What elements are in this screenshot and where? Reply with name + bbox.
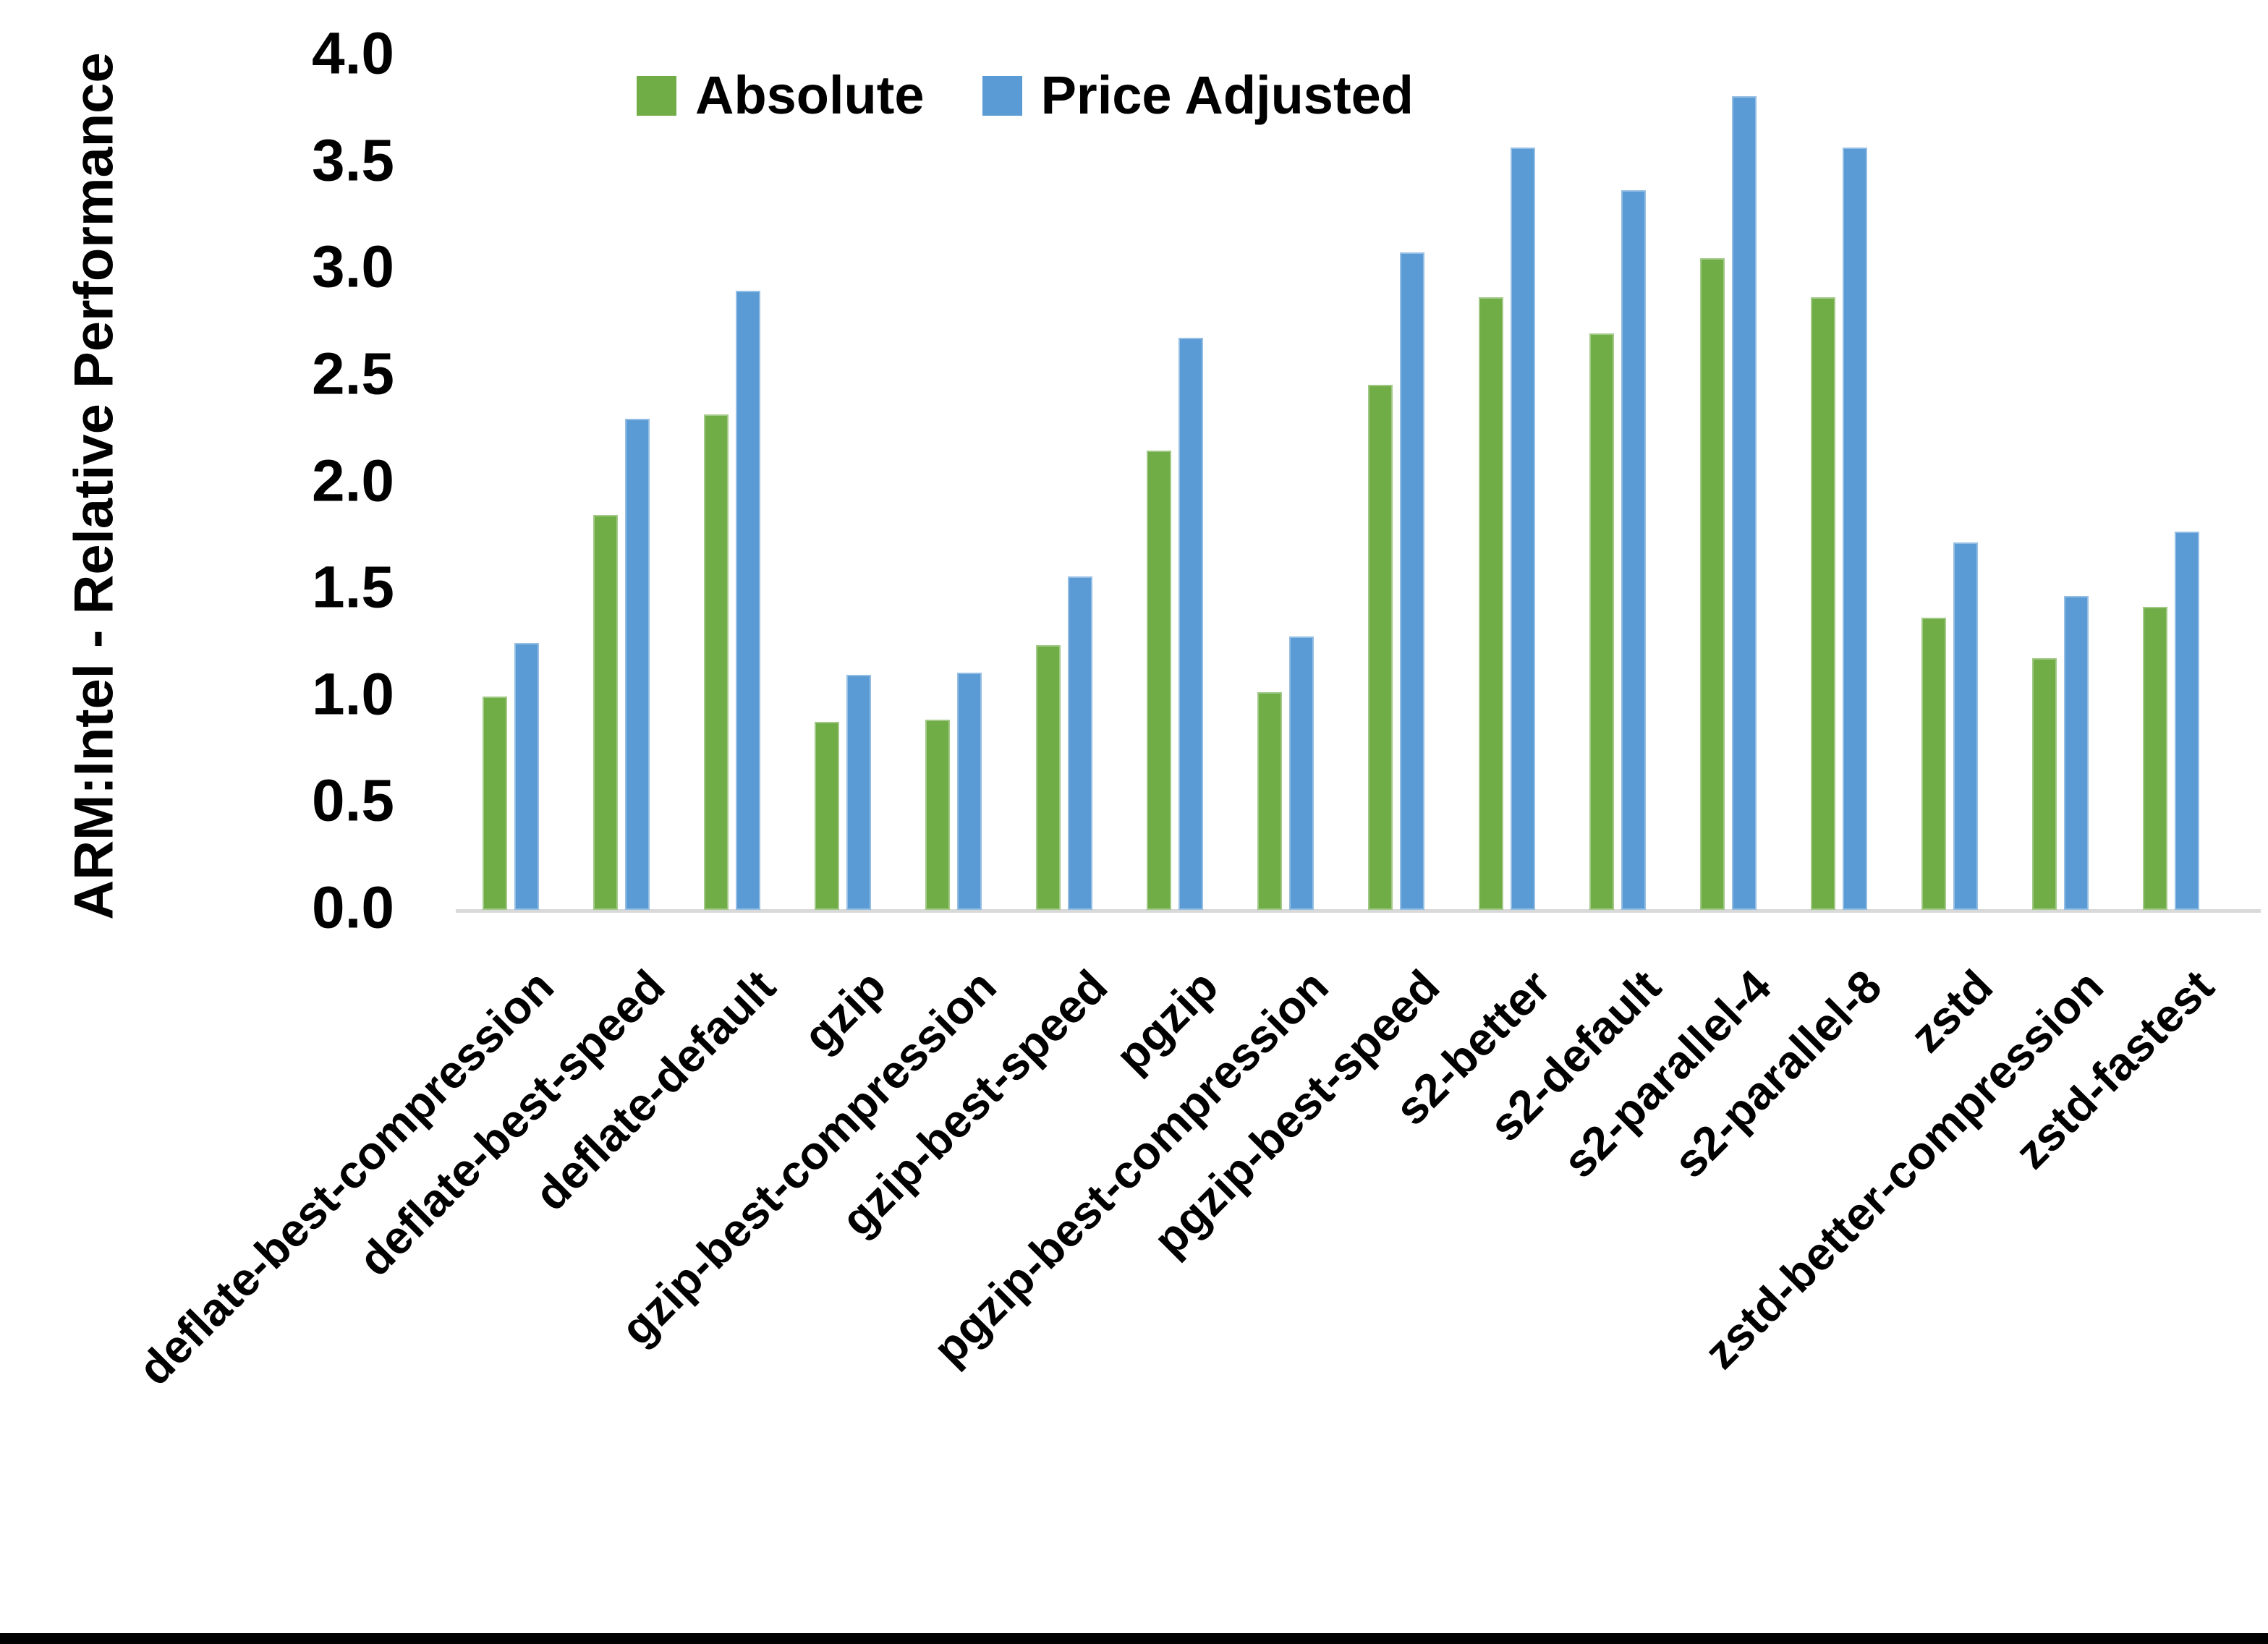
bar-absolute-deflate-default xyxy=(704,414,729,910)
bar-absolute-pgzip-best-compression xyxy=(1257,692,1282,910)
x-label-deflate-best-compression: deflate-best-compression xyxy=(128,960,564,1395)
bar-absolute-s2-parallel-4 xyxy=(1700,258,1725,910)
legend-label: Price Adjusted xyxy=(1040,65,1414,125)
y-tick-label-4.0: 4.0 xyxy=(312,20,394,87)
bar-absolute-s2-better xyxy=(1479,297,1503,910)
x-label-zstd: zstd xyxy=(1900,960,2003,1062)
bar-absolute-deflate-best-speed xyxy=(593,515,618,910)
legend-item-price-adjusted: Price Adjusted xyxy=(982,69,1414,122)
bar-price-adjusted-pgzip-best-compression xyxy=(1289,636,1314,910)
y-tick-label-0.0: 0.0 xyxy=(312,874,394,941)
bar-absolute-zstd-better-compression xyxy=(2032,658,2057,910)
y-tick-label-2.0: 2.0 xyxy=(312,448,394,514)
legend-item-absolute: Absolute xyxy=(637,69,925,122)
bar-price-adjusted-zstd xyxy=(1953,542,1978,910)
bar-price-adjusted-zstd-fastest xyxy=(2175,532,2199,910)
legend-swatch-icon xyxy=(982,75,1022,116)
bar-absolute-gzip-best-compression xyxy=(925,720,950,910)
x-axis-line xyxy=(456,909,2261,913)
bar-absolute-s2-default xyxy=(1589,333,1614,910)
legend-swatch-icon xyxy=(637,75,676,116)
bar-absolute-s2-parallel-8 xyxy=(1811,297,1835,910)
y-tick-label-0.5: 0.5 xyxy=(312,768,394,835)
y-axis-title: ARM:Intel - Relative Performance xyxy=(63,52,125,920)
bar-price-adjusted-zstd-better-compression xyxy=(2064,596,2089,910)
bar-price-adjusted-pgzip xyxy=(1178,338,1203,910)
y-tick-label-3.0: 3.0 xyxy=(312,234,394,300)
bar-price-adjusted-s2-better xyxy=(1511,148,1535,910)
bar-price-adjusted-gzip xyxy=(846,675,871,910)
y-tick-label-2.5: 2.5 xyxy=(312,341,394,407)
bar-price-adjusted-deflate-best-compression xyxy=(514,643,539,910)
bar-price-adjusted-pgzip-best-speed xyxy=(1400,252,1424,910)
bar-price-adjusted-s2-parallel-8 xyxy=(1843,148,1867,910)
chart-legend: Absolute Price Adjusted xyxy=(637,69,1414,122)
x-label-gzip: gzip xyxy=(793,960,896,1062)
bar-price-adjusted-s2-parallel-4 xyxy=(1732,96,1757,910)
y-tick-label-1.5: 1.5 xyxy=(312,554,394,621)
y-tick-label-1.0: 1.0 xyxy=(312,661,394,728)
bar-price-adjusted-s2-default xyxy=(1621,190,1646,910)
bar-price-adjusted-deflate-default xyxy=(736,291,760,910)
bar-price-adjusted-deflate-best-speed xyxy=(625,419,650,910)
bar-absolute-deflate-best-compression xyxy=(483,697,507,910)
bar-absolute-zstd-fastest xyxy=(2143,607,2167,910)
bar-absolute-zstd xyxy=(1921,618,1946,910)
bar-price-adjusted-gzip-best-compression xyxy=(957,673,982,910)
y-tick-label-3.5: 3.5 xyxy=(312,127,394,194)
bar-absolute-gzip-best-speed xyxy=(1036,645,1061,910)
bottom-border xyxy=(0,1633,2268,1644)
bar-absolute-gzip xyxy=(815,722,839,910)
bar-absolute-pgzip xyxy=(1147,451,1171,910)
bar-absolute-pgzip-best-speed xyxy=(1368,385,1393,910)
bar-price-adjusted-gzip-best-speed xyxy=(1068,576,1092,910)
legend-label: Absolute xyxy=(695,65,925,125)
